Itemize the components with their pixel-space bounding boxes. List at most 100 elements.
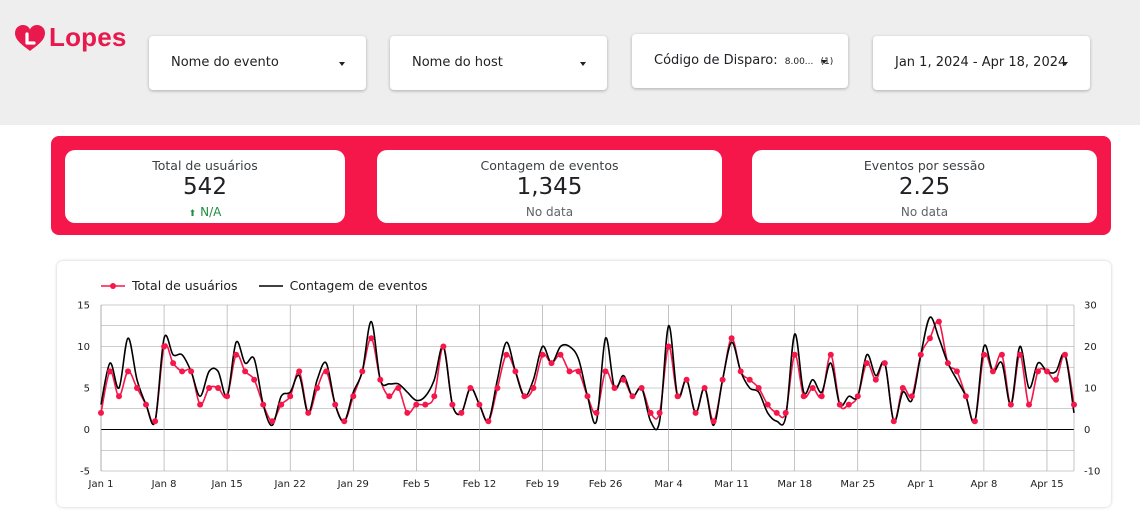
data-point-total-users [368,335,375,342]
x-tick-label: Jan 8 [151,479,177,490]
data-point-total-users [593,409,600,416]
data-point-total-users [413,401,420,408]
data-point-total-users [701,385,708,391]
x-tick-label: Jan 1 [88,479,114,490]
x-tick-label: Mar 4 [654,479,682,490]
x-tick-label: Feb 12 [463,479,497,490]
data-point-total-users [575,368,582,375]
data-point-total-users [620,376,627,383]
data-point-total-users [485,418,492,425]
filter-selected-value: 8.00... [784,57,814,67]
data-point-total-users [404,409,411,416]
y-left-tick-label: 0 [84,425,90,436]
y-right-tick-label: -10 [1084,467,1100,478]
data-point-total-users [152,418,159,425]
x-tick-label: Apr 1 [907,479,934,490]
data-point-total-users [602,368,609,375]
x-tick-label: Mar 25 [840,479,875,490]
kpi-value: 2.25 [898,174,951,200]
data-point-total-users [107,368,113,375]
data-point-total-users [782,409,789,416]
data-point-total-users [332,401,339,408]
y-left-tick-label: 10 [77,342,90,353]
data-point-total-users [359,368,366,375]
data-point-total-users [764,401,771,408]
data-point-total-users [458,409,465,416]
data-point-total-users [647,409,654,416]
data-point-total-users [467,385,474,391]
data-point-total-users [836,401,843,408]
data-point-total-users [197,401,204,408]
kpi-delta: ⬆ N/A [188,205,222,219]
data-point-total-users [791,351,798,358]
legend-line-icon [258,284,283,287]
filter-label: Nome do evento [171,55,279,70]
legend-label: Contagem de eventos [289,278,428,293]
time-series-chart: Total de usuários Contagem de eventos Ja… [57,261,1111,507]
dropdown-caret-icon [339,62,345,66]
data-point-total-users [242,368,249,375]
filter-trigger-code[interactable]: Código de Disparo: 8.00... (1) [632,34,848,88]
data-point-total-users [269,418,276,425]
data-point-total-users [350,393,357,400]
dropdown-caret-icon [580,62,586,66]
header-bar: Lopes Nome do evento Nome do host Código… [0,0,1140,125]
brand-logo[interactable]: Lopes [14,22,127,53]
data-point-total-users [809,385,816,391]
legend-item-users[interactable]: Total de usuários [101,278,238,293]
x-tick-label: Mar 11 [714,479,749,490]
data-point-total-users [926,335,933,342]
data-point-total-users [935,318,942,325]
data-point-total-users [422,401,429,408]
data-point-total-users [953,368,960,375]
data-point-total-users [98,409,104,416]
x-tick-label: Jan 29 [337,479,369,490]
data-point-total-users [287,393,294,400]
data-point-total-users [917,351,924,358]
data-point-total-users [683,376,690,383]
data-point-total-users [440,343,447,350]
data-point-total-users [116,393,122,400]
y-left-tick-label: 15 [77,301,90,312]
x-tick-label: Jan 22 [274,479,306,490]
x-tick-label: Feb 5 [403,479,430,490]
data-point-total-users [899,385,906,391]
y-left-tick-label: 5 [84,384,90,395]
data-point-total-users [521,393,528,400]
data-point-total-users [908,393,915,400]
data-point-total-users [944,360,951,367]
data-point-total-users [638,385,645,391]
data-point-total-users [1016,351,1023,358]
filter-label: Nome do host [412,55,503,70]
data-point-total-users [881,360,888,367]
data-point-total-users [296,368,303,375]
up-arrow-icon: ⬆ [188,209,197,219]
date-range-label: Jan 1, 2024 - Apr 18, 2024 [895,55,1067,70]
data-point-total-users [692,409,699,416]
filter-label: Código de Disparo: 8.00... (1) [654,53,834,68]
legend-item-events[interactable]: Contagem de eventos [258,278,428,293]
kpi-delta: No data [525,205,574,219]
data-point-total-users [611,385,618,391]
x-tick-label: Apr 15 [1030,479,1063,490]
x-tick-label: Apr 8 [970,479,997,490]
filter-host-name[interactable]: Nome do host [390,36,607,90]
y-right-tick-label: 0 [1084,425,1090,436]
data-point-total-users [629,393,636,400]
data-point-total-users [584,393,591,400]
y-right-tick-label: 20 [1084,342,1097,353]
legend-label: Total de usuários [132,278,238,293]
filter-date-range[interactable]: Jan 1, 2024 - Apr 18, 2024 [873,36,1090,90]
data-point-total-users [755,385,762,391]
data-point-total-users [476,401,483,408]
filter-event-name[interactable]: Nome do evento [149,36,366,90]
dropdown-caret-icon [1062,62,1068,66]
data-point-total-users [719,376,726,383]
data-point-total-users [377,376,384,383]
kpi-total-users: Total de usuários 542 ⬆ N/A [65,150,345,223]
data-point-total-users [179,368,186,375]
x-tick-label: Mar 18 [777,479,812,490]
data-point-total-users [170,360,177,367]
data-point-total-users [1071,401,1077,408]
kpi-label: Total de usuários [152,158,258,173]
